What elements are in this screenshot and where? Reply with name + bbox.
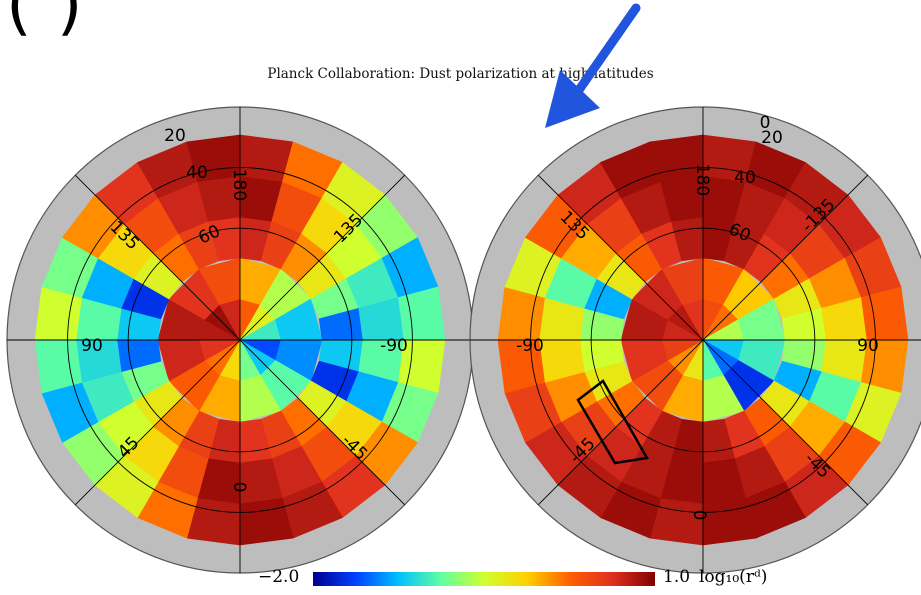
graticule-label: 90 [81,336,103,356]
meridian-line [537,174,869,506]
graticule-label: 40 [734,168,756,188]
graticule-label: 180 [692,164,712,196]
graticule-label: 0 [760,113,771,133]
graticule-label: -90 [516,336,544,356]
running-header: Planck Collaboration: Dust polarization … [267,66,654,82]
graticule-label: -90 [380,336,408,356]
graticule-label: 40 [186,163,208,183]
colorbar-max-label: 1.0 [663,567,691,587]
meridian-line [74,174,406,506]
annotation-arrow [545,3,641,128]
colorbar [313,572,655,586]
graticule-label: 90 [857,336,879,356]
colorbar-min-label: −2.0 [258,567,300,587]
colorbar-quantity-label: log₁₀(rᵈ) [699,567,768,587]
graticule-label: 180 [229,169,249,201]
graticule-label: 20 [761,128,783,148]
graticule-label: 20 [164,126,186,146]
highlight-region-outline [576,379,649,465]
cropped-heading-fragment: ( ) [6,0,85,43]
graticule-label: 0 [229,482,249,493]
graticule-label: 0 [689,510,709,521]
